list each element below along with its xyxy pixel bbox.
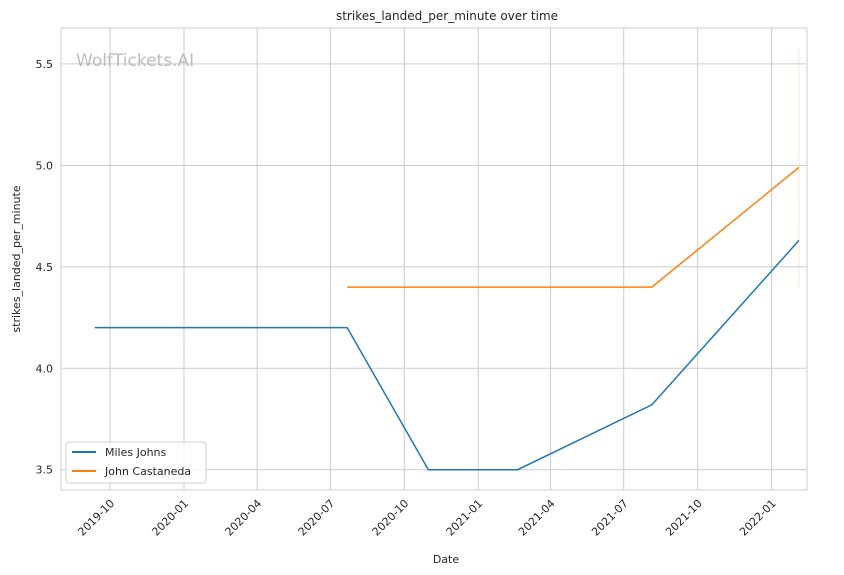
y-tick-label: 3.5 (36, 464, 54, 477)
series-group (94, 49, 800, 471)
y-axis-label: strikes_landed_per_minute (10, 185, 23, 332)
legend: Miles Johns John Castaneda (65, 441, 207, 484)
series-line-miles-johns (94, 239, 800, 471)
y-tick-label: 4.5 (36, 261, 54, 274)
watermark: WolfTickets.AI (76, 51, 194, 71)
y-tick-labels: 3.5 4.0 4.5 5.0 5.5 (36, 58, 54, 477)
chart-title: strikes_landed_per_minute over time (336, 9, 558, 23)
y-tick-label: 5.0 (36, 159, 54, 172)
legend-label-john-castaneda: John Castaneda (104, 465, 191, 478)
legend-box (65, 441, 207, 484)
y-tick-label: 4.0 (36, 362, 54, 375)
y-tick-label: 5.5 (36, 58, 54, 71)
x-axis-label: Date (433, 553, 460, 566)
plot-frame (60, 27, 808, 491)
legend-label-miles-johns: Miles Johns (105, 446, 167, 459)
